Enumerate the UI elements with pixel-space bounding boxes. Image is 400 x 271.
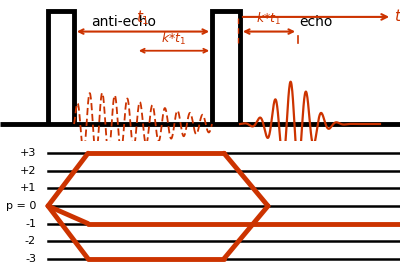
Text: $k{*}t_1$: $k{*}t_1$	[256, 11, 282, 27]
Text: $t_1$: $t_1$	[136, 8, 150, 27]
Text: p = 0: p = 0	[6, 201, 36, 211]
Text: anti-echo: anti-echo	[92, 15, 156, 29]
Text: -2: -2	[25, 236, 36, 246]
Text: echo: echo	[299, 15, 333, 29]
Text: +2: +2	[20, 166, 36, 176]
Text: -1: -1	[25, 218, 36, 228]
Text: $k{*}t_1$: $k{*}t_1$	[162, 31, 186, 47]
Text: -3: -3	[25, 254, 36, 264]
Text: +1: +1	[20, 183, 36, 193]
Text: +3: +3	[20, 148, 36, 158]
Text: $t_2$: $t_2$	[394, 8, 400, 26]
